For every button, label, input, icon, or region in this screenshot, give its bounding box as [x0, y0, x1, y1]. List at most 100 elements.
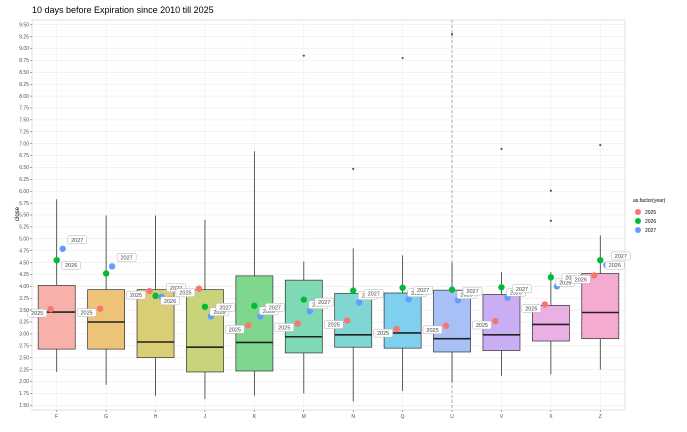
point-label: 2027 — [121, 255, 133, 261]
x-tick-label: Z — [599, 414, 602, 420]
point-label-box — [265, 303, 285, 312]
point-label-box — [521, 304, 542, 313]
y-tick-label: 2.75 — [19, 343, 29, 349]
box-Q — [383, 292, 422, 349]
point-label: 2025 — [278, 325, 290, 331]
box-U — [433, 289, 471, 353]
point-X-2026 — [547, 274, 555, 281]
point-K-2025 — [245, 322, 252, 329]
point-label: 2025 — [81, 311, 93, 317]
point-label-box — [462, 286, 483, 296]
y-tick-label: 3.00 — [19, 332, 29, 338]
x-tick-label: U — [450, 414, 454, 420]
box-J — [186, 289, 224, 373]
y-axis-title: close — [15, 206, 21, 221]
point-G-2026 — [102, 270, 110, 277]
point-label: 2027 — [71, 238, 83, 244]
legend-key-2025 — [635, 209, 641, 215]
point-label-box — [126, 290, 146, 300]
x-tick-label: V — [500, 414, 504, 420]
y-tick-label: 9.50 — [19, 22, 29, 28]
x-tick-label: X — [549, 414, 553, 420]
point-N-2026 — [350, 287, 357, 294]
x-tick-label: G — [104, 414, 108, 420]
point-label-box — [611, 251, 631, 261]
point-label-box — [61, 260, 81, 270]
point-label: 2027 — [615, 254, 627, 260]
y-tick-label: 4.50 — [19, 260, 29, 266]
point-label-box — [274, 323, 295, 332]
y-tick-label: 5.25 — [19, 225, 29, 231]
point-N-2025 — [344, 317, 351, 324]
point-label: 2026 — [65, 263, 77, 269]
point-label: 2025 — [426, 328, 438, 334]
box-outlier — [549, 219, 552, 222]
y-axis-ticks: 1.50 1.75 2.00 2.25 2.50 2.75 3.00 3.25 3.50 3.75… — [19, 22, 32, 409]
point-label-box — [413, 285, 433, 295]
point-label-box — [67, 235, 87, 245]
point-label: 2025 — [525, 306, 537, 312]
box-K — [235, 275, 274, 372]
y-tick-label: 3.25 — [19, 320, 29, 326]
point-label: 2026 — [263, 309, 275, 315]
point-F-2027 — [59, 245, 66, 252]
point-label: 2025 — [476, 323, 488, 329]
point-label: 2026 — [213, 310, 225, 316]
point-label: 2027 — [219, 305, 231, 311]
y-tick-label: 4.25 — [19, 272, 29, 278]
box-outlier — [401, 56, 404, 60]
y-tick-label: 7.25 — [19, 129, 29, 135]
y-tick-label: 8.75 — [19, 58, 29, 64]
point-label: 2026 — [460, 293, 472, 299]
point-label: 2026 — [609, 263, 621, 269]
point-label-box — [116, 253, 137, 262]
point-H-2025 — [146, 287, 153, 295]
point-label: 2026 — [559, 280, 571, 286]
point-label-box — [363, 289, 384, 298]
x-tick-label: Q — [401, 414, 405, 420]
point-X-2025 — [541, 301, 549, 308]
legend-key-2027 — [635, 227, 641, 233]
y-tick-label: 9.00 — [19, 46, 29, 52]
point-label-box — [373, 328, 393, 338]
legend-title: as.factor(year) — [633, 198, 666, 204]
point-label: 2027 — [516, 287, 528, 293]
box-V — [482, 294, 521, 351]
point-label-box — [512, 284, 532, 294]
y-tick-label: 1.75 — [19, 391, 29, 397]
y-tick-label: 4.00 — [19, 284, 29, 290]
x-tick-label: K — [253, 414, 257, 420]
y-tick-label: 8.00 — [19, 94, 29, 100]
box-G — [87, 289, 126, 350]
point-M-2027 — [306, 307, 313, 315]
y-tick-label: 5.50 — [19, 213, 29, 219]
point-G-2027 — [108, 263, 116, 270]
y-tick-label: 9.25 — [19, 34, 29, 40]
legend-label-2026: 2026 — [645, 219, 656, 225]
point-J-2026 — [201, 303, 209, 310]
point-N-2027 — [356, 299, 363, 306]
y-tick-label: 6.50 — [19, 165, 29, 171]
point-Z-2025 — [591, 272, 598, 279]
point-label: 2027 — [269, 305, 281, 311]
point-label-box — [314, 297, 335, 307]
point-Q-2025 — [393, 325, 400, 333]
y-tick-label: 3.50 — [19, 308, 29, 314]
point-label-box — [160, 296, 180, 306]
point-label-box — [27, 308, 47, 318]
box-outlier — [450, 33, 454, 36]
point-label: 2025 — [328, 323, 340, 329]
point-V-2025 — [492, 317, 499, 325]
point-label: 2026 — [164, 299, 176, 305]
y-tick-label: 6.00 — [19, 189, 29, 195]
point-label-box — [605, 260, 625, 270]
y-tick-label: 5.75 — [19, 201, 29, 207]
box-outlier — [352, 167, 355, 170]
legend-label-2027: 2027 — [645, 228, 656, 234]
y-tick-label: 5.00 — [19, 236, 29, 242]
point-label: 2025 — [130, 293, 142, 299]
point-label: 2025 — [179, 291, 191, 297]
point-F-2026 — [53, 256, 60, 264]
